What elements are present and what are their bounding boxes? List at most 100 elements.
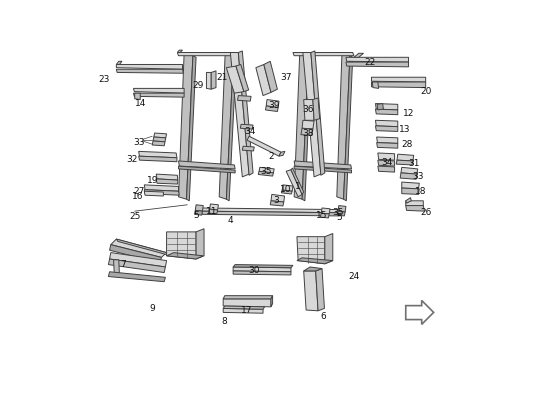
Polygon shape — [378, 166, 394, 172]
Text: 29: 29 — [193, 81, 204, 90]
Polygon shape — [396, 160, 413, 165]
Polygon shape — [196, 229, 204, 259]
Polygon shape — [219, 53, 234, 199]
Polygon shape — [337, 211, 345, 216]
Polygon shape — [279, 151, 285, 156]
Polygon shape — [266, 100, 279, 108]
Polygon shape — [258, 171, 273, 176]
Text: 12: 12 — [403, 109, 415, 118]
Polygon shape — [294, 166, 351, 173]
Polygon shape — [304, 271, 318, 311]
Polygon shape — [304, 267, 322, 271]
Polygon shape — [240, 124, 253, 129]
Polygon shape — [401, 167, 417, 174]
Polygon shape — [346, 62, 409, 67]
Polygon shape — [376, 120, 398, 127]
Text: 4: 4 — [228, 216, 233, 225]
Polygon shape — [179, 53, 193, 199]
Polygon shape — [266, 106, 278, 112]
Text: 32: 32 — [126, 155, 138, 164]
Polygon shape — [243, 146, 254, 151]
Polygon shape — [135, 93, 140, 100]
Polygon shape — [256, 64, 271, 96]
Polygon shape — [297, 237, 325, 264]
Text: 34: 34 — [382, 158, 393, 167]
Text: 33: 33 — [133, 138, 145, 147]
Polygon shape — [402, 182, 419, 189]
Polygon shape — [377, 104, 383, 110]
Polygon shape — [238, 96, 251, 101]
Text: 16: 16 — [132, 192, 143, 201]
Polygon shape — [186, 56, 196, 201]
Text: 2: 2 — [268, 152, 274, 161]
Text: 26: 26 — [420, 208, 431, 217]
Polygon shape — [282, 185, 293, 191]
Polygon shape — [108, 259, 166, 272]
Polygon shape — [210, 204, 218, 210]
Text: 11: 11 — [206, 208, 218, 216]
Polygon shape — [139, 156, 177, 162]
Polygon shape — [259, 167, 274, 173]
Polygon shape — [238, 51, 253, 175]
Polygon shape — [154, 133, 167, 138]
Polygon shape — [109, 245, 161, 263]
Polygon shape — [270, 201, 284, 206]
Polygon shape — [371, 77, 426, 82]
Polygon shape — [303, 52, 321, 177]
Text: 35: 35 — [261, 167, 272, 176]
Text: 3: 3 — [273, 196, 279, 205]
Polygon shape — [233, 264, 293, 268]
Text: 22: 22 — [364, 58, 376, 67]
Text: 38: 38 — [302, 128, 314, 138]
Polygon shape — [376, 109, 398, 115]
Text: 6: 6 — [321, 312, 327, 321]
Polygon shape — [354, 53, 364, 57]
Polygon shape — [304, 100, 314, 120]
Polygon shape — [286, 170, 302, 197]
Polygon shape — [344, 56, 353, 201]
Polygon shape — [195, 205, 204, 211]
Text: 36: 36 — [302, 105, 314, 114]
Polygon shape — [372, 82, 378, 88]
Polygon shape — [371, 82, 426, 88]
Polygon shape — [236, 64, 249, 92]
Polygon shape — [301, 128, 313, 136]
Text: 37: 37 — [280, 73, 292, 82]
Text: 17: 17 — [241, 306, 253, 315]
Polygon shape — [247, 136, 281, 156]
Polygon shape — [271, 296, 273, 307]
Polygon shape — [223, 308, 263, 313]
Polygon shape — [179, 161, 235, 169]
Polygon shape — [201, 211, 339, 216]
Polygon shape — [117, 69, 183, 73]
Polygon shape — [209, 209, 218, 214]
Polygon shape — [167, 253, 204, 259]
Text: 5: 5 — [194, 211, 199, 220]
Polygon shape — [297, 258, 333, 264]
Polygon shape — [177, 52, 237, 56]
Polygon shape — [406, 300, 433, 324]
Polygon shape — [291, 168, 304, 194]
Polygon shape — [264, 61, 277, 92]
Text: 5: 5 — [337, 214, 343, 222]
Text: 28: 28 — [402, 140, 413, 150]
Text: 7: 7 — [120, 260, 125, 269]
Polygon shape — [144, 190, 179, 195]
Text: 1: 1 — [295, 182, 301, 190]
Polygon shape — [402, 188, 419, 194]
Polygon shape — [134, 93, 184, 97]
Polygon shape — [179, 166, 235, 173]
Polygon shape — [211, 71, 216, 89]
Text: 18: 18 — [415, 187, 426, 196]
Polygon shape — [316, 268, 324, 311]
Polygon shape — [313, 98, 320, 120]
Text: 35: 35 — [332, 208, 344, 217]
Polygon shape — [134, 88, 184, 93]
Text: 14: 14 — [135, 99, 146, 108]
Text: 20: 20 — [420, 87, 431, 96]
Polygon shape — [282, 190, 292, 194]
Text: 8: 8 — [222, 317, 227, 326]
Polygon shape — [294, 161, 351, 169]
Text: 19: 19 — [146, 176, 158, 185]
Polygon shape — [230, 52, 249, 177]
